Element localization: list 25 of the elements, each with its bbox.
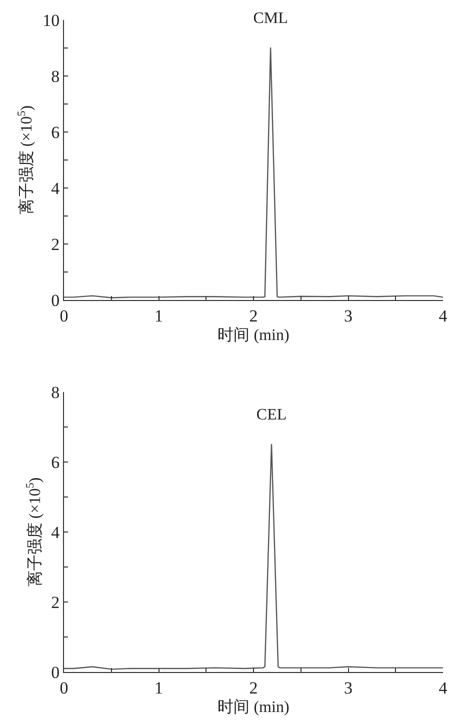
y-tick-label: 8	[51, 66, 60, 86]
x-axis-title: 时间 (min)	[218, 326, 290, 344]
x-tick-label: 1	[154, 306, 163, 326]
x-tick-label: 2	[249, 678, 258, 698]
y-tick-label: 0	[51, 290, 60, 310]
y-tick-label: 4	[51, 522, 60, 542]
y-tick-label: 4	[51, 178, 60, 198]
x-tick-label: 1	[154, 678, 163, 698]
annotation: CML	[253, 10, 288, 28]
x-tick-label: 4	[438, 678, 448, 698]
line-series	[64, 444, 443, 670]
y-tick-label: 2	[51, 234, 60, 254]
y-tick-label: 6	[51, 122, 60, 142]
x-tick-label: 3	[344, 306, 352, 326]
y-tick-label: 0	[51, 662, 60, 682]
x-tick-label: 4	[438, 306, 448, 326]
y-tick-label: 6	[51, 452, 60, 472]
y-tick-label: 10	[42, 10, 60, 30]
line-series	[64, 47, 443, 298]
annotation: CEL	[256, 406, 287, 424]
x-tick-label: 3	[344, 678, 352, 698]
y-tick-label: 8	[51, 382, 60, 402]
x-axis-title: 时间 (min)	[218, 698, 290, 716]
x-tick-label: 2	[249, 306, 258, 326]
y-tick-label: 2	[51, 592, 60, 612]
